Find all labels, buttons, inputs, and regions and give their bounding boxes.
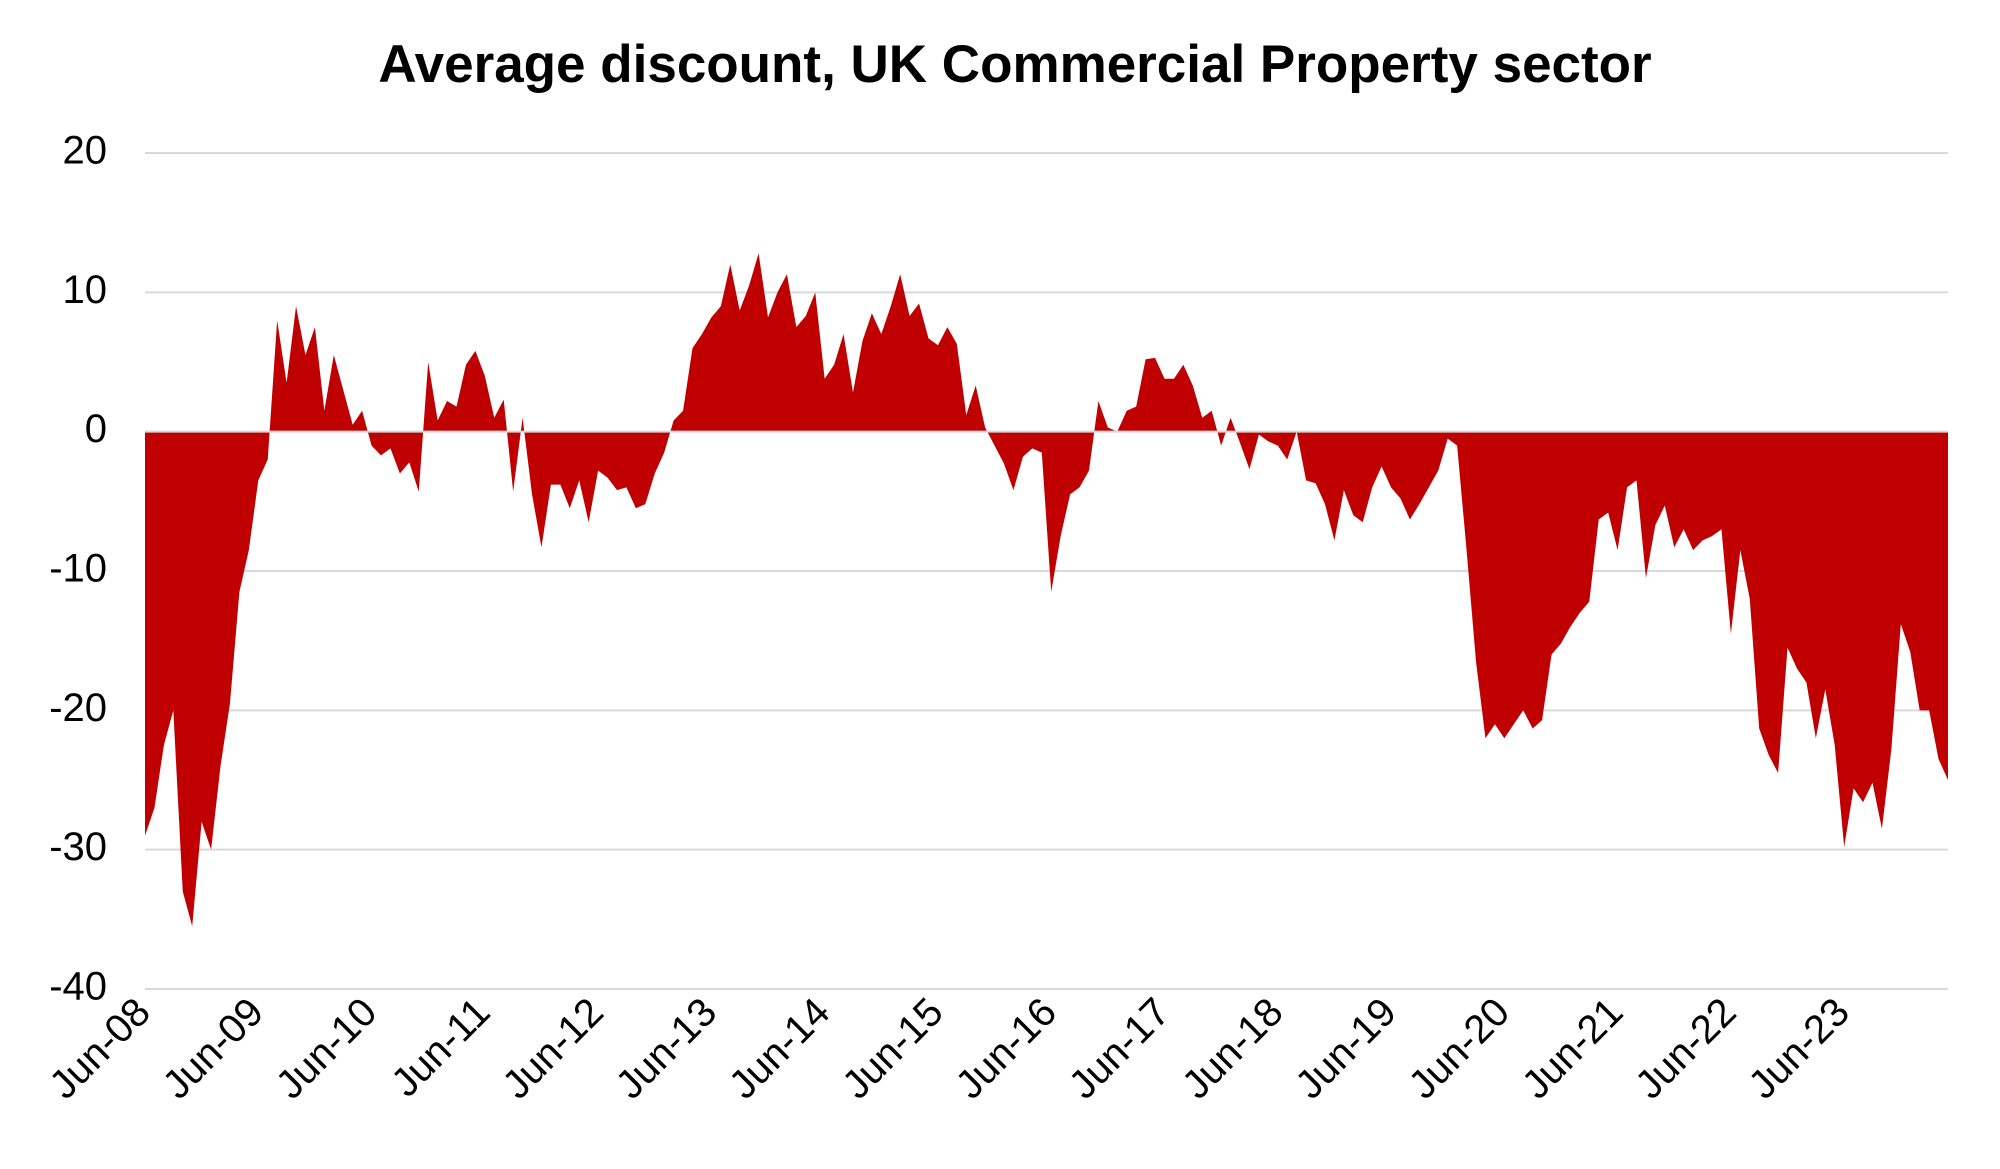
x-tick-label: Jun-13 [608,990,726,1108]
y-tick-label: -30 [49,825,107,869]
x-tick-label: Jun-12 [494,990,612,1108]
x-tick-label: Jun-23 [1740,990,1858,1108]
x-tick-label: Jun-14 [721,990,839,1108]
x-tick-label: Jun-16 [947,990,1065,1108]
x-tick-label: Jun-21 [1514,990,1632,1108]
x-tick-label: Jun-11 [383,990,499,1106]
x-tick-label: Jun-22 [1627,990,1745,1108]
y-tick-label: 0 [85,407,107,451]
x-tick-label: Jun-17 [1061,990,1179,1108]
y-tick-label: -40 [49,965,107,1009]
x-tick-label: Jun-20 [1401,990,1519,1108]
y-tick-label: 10 [63,268,108,312]
y-tick-label: -20 [49,686,107,730]
y-tick-label: -10 [49,547,107,591]
y-tick-label: 20 [63,129,108,173]
x-tick-label: Jun-15 [834,990,952,1108]
chart-title: Average discount, UK Commercial Property… [378,35,1651,94]
area [145,253,1948,927]
x-tick-label: Jun-10 [268,990,386,1108]
x-tick-label: Jun-18 [1174,990,1292,1108]
x-tick-label: Jun-19 [1287,990,1405,1108]
x-tick-label: Jun-09 [155,990,273,1108]
